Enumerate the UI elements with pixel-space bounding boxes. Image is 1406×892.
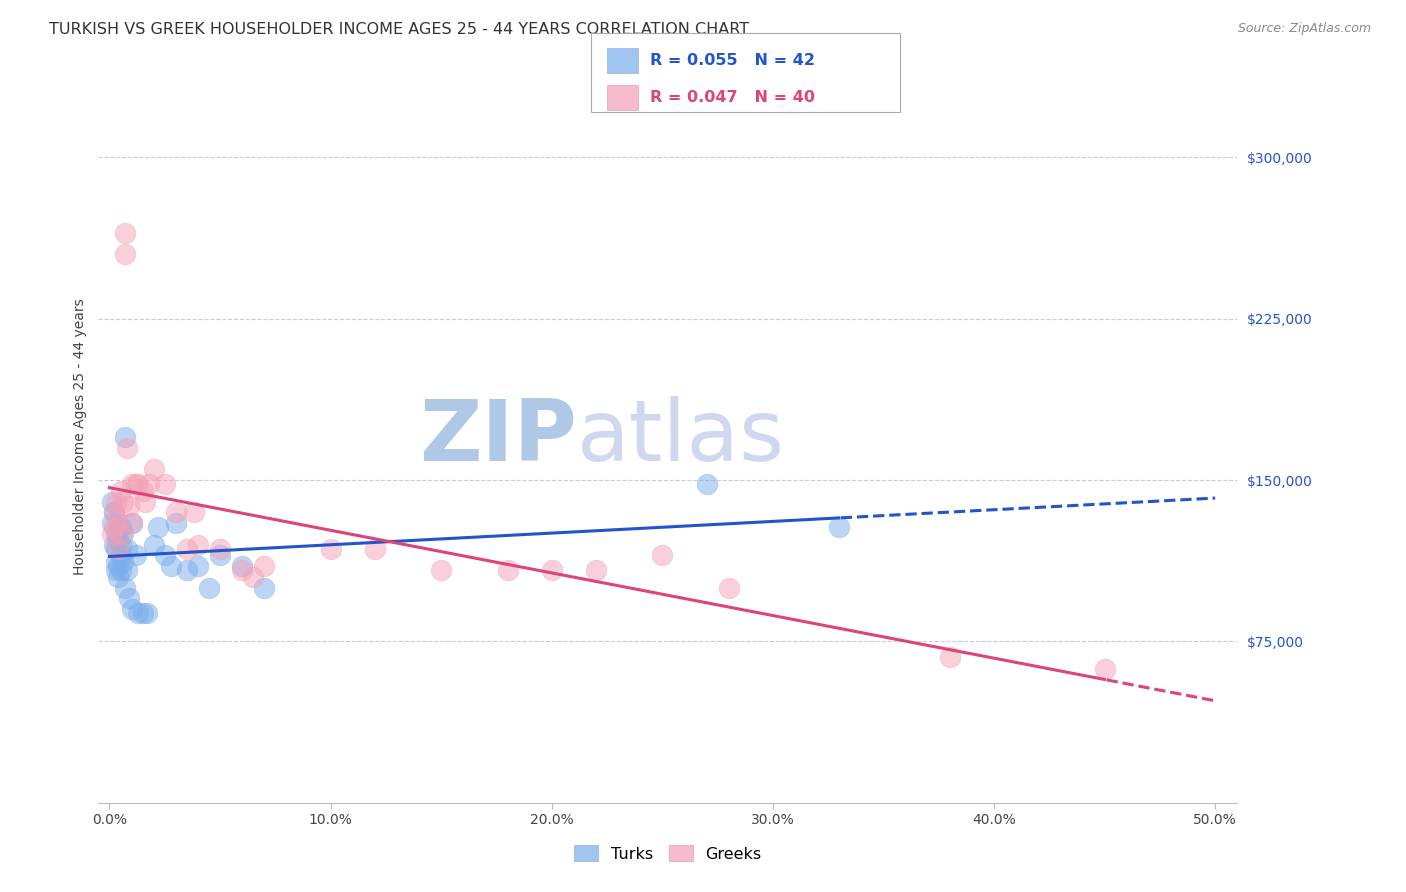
Point: [160, 559, 183, 574]
Point: [114, 430, 136, 444]
Point: [142, 462, 165, 476]
Point: [100, 516, 122, 530]
Point: [115, 441, 138, 455]
Point: [187, 559, 209, 574]
Point: [114, 247, 136, 261]
Point: [131, 607, 153, 621]
Point: [100, 494, 122, 508]
Point: [651, 549, 673, 563]
Point: [110, 527, 132, 541]
Point: [107, 516, 129, 530]
Point: [231, 564, 253, 578]
Point: [110, 483, 132, 498]
Text: R = 0.047   N = 40: R = 0.047 N = 40: [650, 90, 814, 105]
Point: [105, 494, 128, 508]
Point: [111, 527, 134, 541]
Point: [100, 527, 122, 541]
Point: [107, 570, 129, 584]
Point: [828, 520, 851, 534]
Point: [115, 564, 138, 578]
Point: [146, 520, 169, 534]
Point: [125, 549, 148, 563]
Point: [105, 555, 128, 569]
Point: [165, 505, 187, 519]
Point: [107, 559, 129, 574]
Y-axis label: Householder Income Ages 25 - 44 years: Householder Income Ages 25 - 44 years: [73, 299, 87, 575]
Point: [107, 516, 129, 530]
Point: [105, 527, 128, 541]
Point: [121, 602, 143, 616]
Point: [118, 591, 141, 606]
Point: [103, 505, 125, 519]
Point: [110, 538, 132, 552]
Point: [430, 564, 453, 578]
Point: [253, 559, 276, 574]
Point: [127, 477, 149, 491]
Point: [127, 607, 149, 621]
Point: [111, 494, 134, 508]
Point: [209, 549, 232, 563]
Point: [110, 549, 132, 563]
Text: TURKISH VS GREEK HOUSEHOLDER INCOME AGES 25 - 44 YEARS CORRELATION CHART: TURKISH VS GREEK HOUSEHOLDER INCOME AGES…: [49, 22, 749, 37]
Point: [364, 541, 387, 556]
Point: [209, 541, 232, 556]
Point: [165, 516, 187, 530]
Point: [121, 516, 143, 530]
Point: [138, 477, 160, 491]
Point: [107, 541, 129, 556]
Point: [103, 520, 125, 534]
Point: [176, 541, 198, 556]
Text: atlas: atlas: [576, 395, 785, 479]
Point: [134, 494, 156, 508]
Point: [131, 483, 153, 498]
Point: [118, 499, 141, 513]
Point: [696, 477, 718, 491]
Point: [176, 564, 198, 578]
Point: [103, 538, 125, 552]
Point: [319, 541, 342, 556]
Point: [114, 226, 136, 240]
Point: [183, 505, 205, 519]
Point: [198, 581, 221, 595]
Point: [105, 564, 128, 578]
Point: [142, 538, 165, 552]
Point: [585, 564, 607, 578]
Point: [110, 520, 132, 534]
Legend: Turks, Greeks: Turks, Greeks: [568, 838, 768, 868]
Point: [103, 505, 125, 519]
Point: [136, 607, 159, 621]
Point: [115, 541, 138, 556]
Point: [253, 581, 276, 595]
Point: [125, 477, 148, 491]
Point: [187, 538, 209, 552]
Point: [111, 555, 134, 569]
Point: [121, 477, 143, 491]
Point: [107, 533, 129, 548]
Point: [153, 477, 176, 491]
Point: [496, 564, 519, 578]
Point: [717, 581, 740, 595]
Text: R = 0.055   N = 42: R = 0.055 N = 42: [650, 53, 814, 68]
Text: ZIP: ZIP: [419, 395, 576, 479]
Point: [242, 570, 264, 584]
Point: [105, 541, 128, 556]
Text: Source: ZipAtlas.com: Source: ZipAtlas.com: [1237, 22, 1371, 36]
Point: [121, 516, 143, 530]
Point: [153, 549, 176, 563]
Point: [1094, 662, 1116, 676]
Point: [231, 559, 253, 574]
Point: [939, 649, 962, 664]
Point: [114, 581, 136, 595]
Point: [540, 564, 562, 578]
Point: [110, 564, 132, 578]
